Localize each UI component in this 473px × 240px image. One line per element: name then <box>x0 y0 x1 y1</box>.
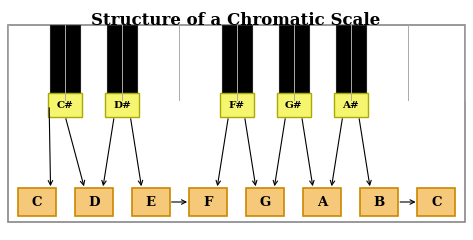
Text: A#: A# <box>342 101 359 109</box>
FancyBboxPatch shape <box>334 93 368 117</box>
Bar <box>221 25 252 110</box>
Text: A: A <box>317 196 327 209</box>
Bar <box>279 25 308 110</box>
FancyBboxPatch shape <box>277 93 311 117</box>
Text: F#: F# <box>228 101 245 109</box>
FancyBboxPatch shape <box>105 93 139 117</box>
Bar <box>8 25 465 222</box>
Text: Structure of a Chromatic Scale: Structure of a Chromatic Scale <box>91 12 381 29</box>
FancyBboxPatch shape <box>303 188 341 216</box>
Text: D#: D# <box>114 101 131 109</box>
FancyBboxPatch shape <box>418 188 455 216</box>
Text: B: B <box>374 196 385 209</box>
FancyBboxPatch shape <box>18 188 55 216</box>
FancyBboxPatch shape <box>75 188 113 216</box>
Bar <box>50 25 80 110</box>
Text: C: C <box>431 196 442 209</box>
Text: D: D <box>88 196 99 209</box>
FancyBboxPatch shape <box>48 93 82 117</box>
FancyBboxPatch shape <box>189 188 227 216</box>
Text: G: G <box>259 196 271 209</box>
Text: C: C <box>31 196 42 209</box>
FancyBboxPatch shape <box>246 188 284 216</box>
FancyBboxPatch shape <box>132 188 170 216</box>
Text: G#: G# <box>285 101 302 109</box>
Text: C#: C# <box>57 101 74 109</box>
Bar <box>336 25 366 110</box>
FancyBboxPatch shape <box>219 93 254 117</box>
Text: F: F <box>203 196 213 209</box>
Bar <box>107 25 137 110</box>
Text: E: E <box>146 196 156 209</box>
FancyBboxPatch shape <box>360 188 398 216</box>
